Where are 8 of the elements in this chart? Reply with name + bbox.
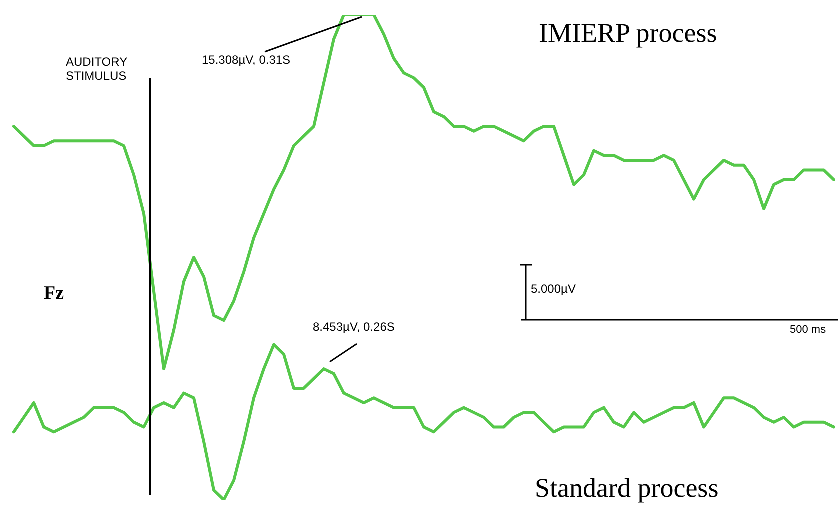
annotation: 5.000µV [531,282,576,296]
annotation: Fz [44,283,64,305]
series-label: Standard process [535,473,719,503]
text: IMIERP process [539,18,718,48]
annotation: 8.453µV, 0.26S [313,320,395,334]
annotation: 15.308µV, 0.31S [202,53,291,67]
annotation: AUDITORY STIMULUS [66,55,128,83]
annotation: 500 ms [790,323,826,337]
